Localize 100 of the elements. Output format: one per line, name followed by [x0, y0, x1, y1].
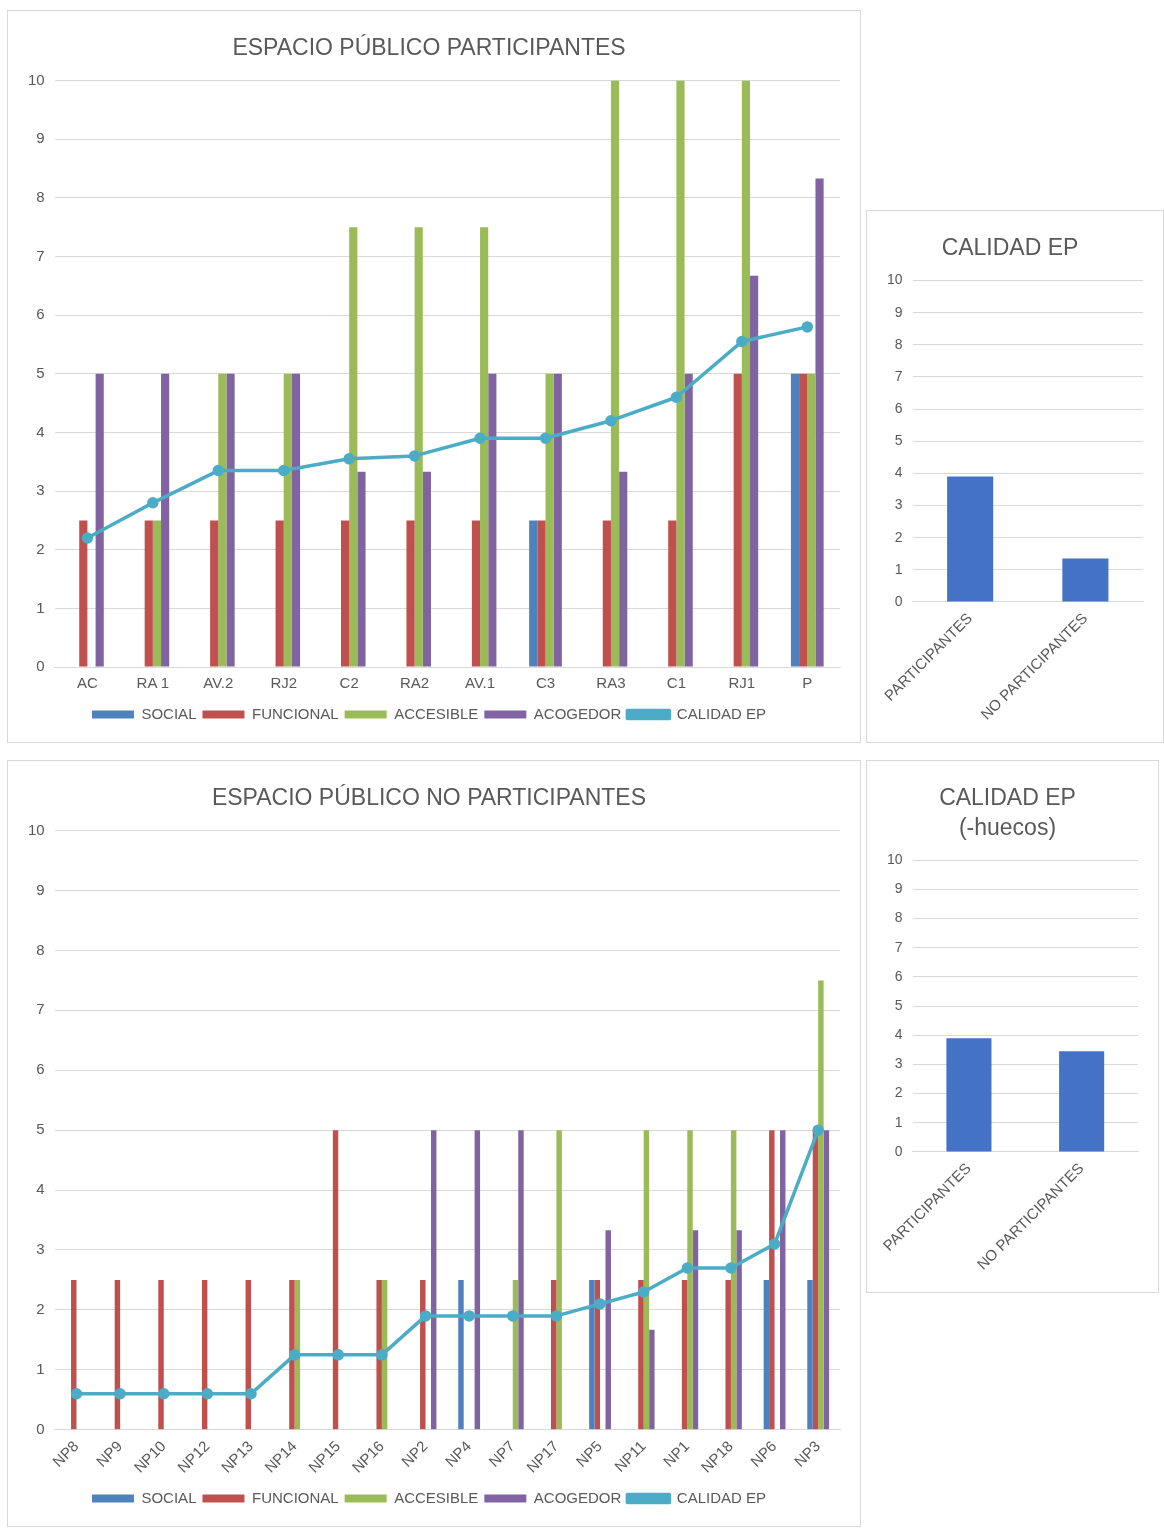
x-tick-label: RJ1	[728, 674, 756, 692]
bar	[210, 520, 219, 667]
bar	[422, 471, 431, 667]
bar	[341, 520, 350, 667]
y-tick-label: 5	[894, 432, 903, 449]
y-tick-label: 7	[894, 938, 903, 955]
bar	[733, 373, 742, 667]
y-tick-label: 9	[894, 880, 903, 897]
bar	[692, 1230, 699, 1430]
y-tick-label: 10	[886, 271, 903, 288]
bar	[605, 1230, 611, 1430]
y-tick-label: 3	[894, 1055, 903, 1072]
bar	[406, 520, 415, 667]
bar	[684, 373, 693, 667]
y-tick-label: 2	[894, 528, 903, 545]
y-tick-label: 2	[36, 539, 45, 557]
bar	[289, 1279, 295, 1430]
bar	[226, 373, 235, 667]
bar	[668, 520, 677, 667]
bar	[790, 373, 800, 667]
point	[419, 1310, 432, 1322]
point	[725, 1262, 737, 1274]
point	[605, 414, 617, 427]
bar	[687, 1130, 693, 1430]
bar	[430, 1130, 437, 1430]
bar	[283, 373, 292, 667]
bar	[681, 1279, 688, 1430]
y-tick-label: 7	[36, 1000, 45, 1018]
bar	[349, 227, 358, 667]
legend-label: ACOGEDOR	[533, 1488, 622, 1506]
point	[507, 1310, 519, 1322]
bar	[553, 373, 562, 667]
bar	[152, 520, 162, 667]
y-tick-label: 4	[36, 1180, 45, 1198]
bar	[676, 80, 685, 667]
bar	[741, 80, 751, 667]
y-tick-label: 6	[894, 967, 903, 984]
y-tick-label: 7	[894, 367, 903, 384]
bar	[144, 520, 153, 667]
point	[768, 1238, 781, 1250]
y-tick-label: 8	[894, 909, 903, 926]
point	[408, 450, 421, 462]
x-tick-label: C2	[339, 674, 359, 692]
point	[332, 1349, 345, 1361]
bar	[471, 520, 481, 667]
bar	[815, 178, 824, 667]
y-tick-label: 10	[28, 820, 45, 838]
legend-label: ACCESIBLE	[394, 1488, 479, 1506]
bar	[158, 1279, 164, 1430]
bar	[807, 373, 816, 667]
y-tick-label: 0	[36, 1419, 45, 1437]
x-tick-label: P	[802, 674, 813, 692]
y-tick-label: 8	[894, 335, 903, 352]
chart-title: CALIDAD EP	[941, 234, 1079, 261]
y-tick-label: 4	[894, 1026, 903, 1043]
legend-label: CALIDAD EP	[676, 1488, 767, 1506]
y-tick-label: 0	[894, 592, 903, 609]
y-tick-label: 9	[36, 129, 45, 147]
bar	[458, 1279, 464, 1430]
y-tick-label: 9	[36, 880, 45, 898]
point	[147, 497, 159, 509]
point	[670, 391, 683, 404]
y-tick-label: 2	[36, 1300, 45, 1318]
point	[463, 1310, 475, 1322]
y-tick-label: 1	[894, 560, 903, 577]
y-tick-label: 3	[36, 481, 45, 499]
y-tick-label: 4	[894, 464, 903, 481]
y-tick-label: 1	[36, 598, 45, 616]
bar	[736, 1230, 742, 1430]
bar	[529, 520, 538, 667]
point	[114, 1388, 126, 1400]
y-tick-label: 1	[36, 1359, 45, 1377]
x-tick-label: AV.2	[203, 674, 234, 692]
point	[277, 464, 290, 477]
y-tick-label: 6	[894, 399, 903, 416]
bar	[545, 373, 554, 667]
bar	[161, 373, 170, 667]
x-tick-label: RA2	[400, 674, 430, 692]
point	[474, 432, 486, 445]
point	[594, 1298, 606, 1310]
legend-label: SOCIAL	[141, 1488, 197, 1506]
y-tick-label: 1	[894, 1113, 903, 1130]
x-tick-label: AV.1	[465, 674, 496, 692]
y-tick-label: 3	[36, 1240, 45, 1258]
y-tick-label: 0	[894, 1142, 903, 1159]
y-tick-label: 8	[36, 940, 45, 958]
y-tick-label: 3	[894, 496, 903, 513]
point	[201, 1388, 214, 1400]
x-tick-label: RA 1	[136, 674, 170, 692]
point	[681, 1262, 694, 1274]
bar	[376, 1279, 382, 1430]
legend-label: ACOGEDOR	[533, 704, 622, 722]
bar	[610, 80, 620, 667]
bar	[79, 520, 88, 667]
y-tick-label: 8	[36, 188, 45, 206]
point	[376, 1349, 388, 1361]
point	[81, 532, 94, 544]
x-tick-label: C1	[666, 674, 686, 692]
bar	[619, 471, 628, 667]
point	[343, 453, 355, 465]
